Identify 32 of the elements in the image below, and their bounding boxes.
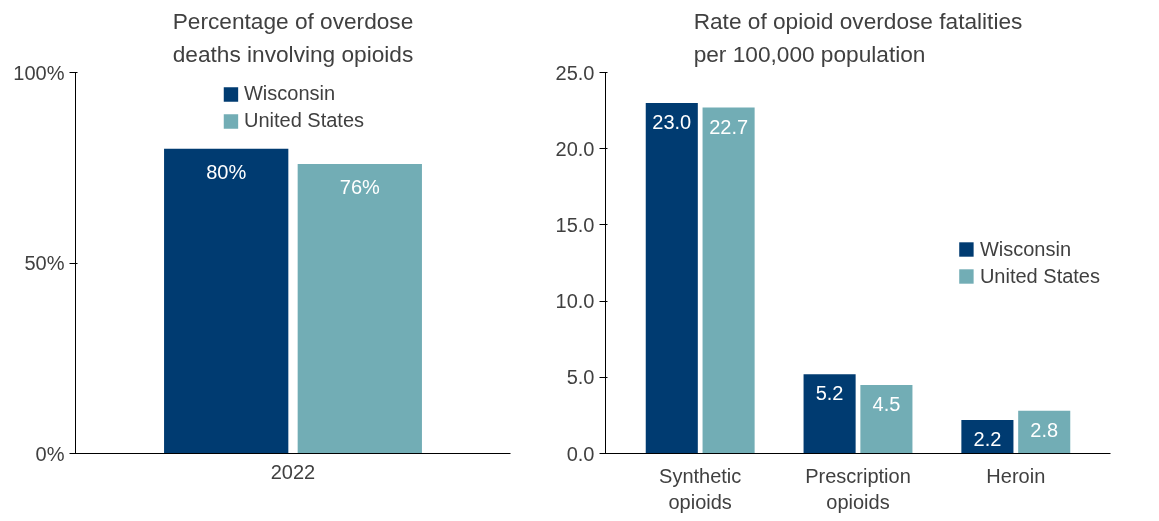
x-tick-label: Heroin: [986, 464, 1046, 487]
chart-title: Rate of opioid overdose fatalities per 100,000 population: [693, 7, 1023, 68]
y-tick-label: 15.0: [555, 213, 595, 236]
data-label: 76%: [339, 175, 381, 198]
x-tick-label: Prescription opioids: [805, 464, 911, 513]
x-tick-label: 2022: [270, 460, 316, 483]
chart-title: Percentage of overdose deaths involving opioids: [172, 7, 414, 68]
bar: [645, 102, 698, 454]
y-tick-label: 20.0: [555, 137, 595, 160]
bar: [1018, 410, 1071, 454]
data-label: 80%: [206, 160, 247, 183]
y-tick-label: 0%: [35, 442, 65, 465]
y-tick-label: 100%: [13, 61, 65, 84]
data-label: 5.2: [815, 382, 844, 405]
legend-label: Wisconsin: [979, 237, 1072, 261]
y-tick-label: 50%: [24, 252, 65, 274]
data-label: 23.0: [652, 110, 692, 133]
y-tick-label: 25.0: [555, 61, 595, 84]
bar: [803, 374, 856, 454]
legend-label: United States: [979, 264, 1100, 288]
y-tick-label: 0.0: [566, 442, 595, 465]
x-tick-label: Synthetic opioids: [659, 464, 742, 513]
legend-label: Wisconsin: [243, 82, 336, 105]
bar: [860, 384, 913, 454]
data-label: 2.2: [973, 427, 1002, 450]
bar: [702, 107, 755, 454]
y-tick-label: 10.0: [555, 290, 595, 313]
data-label: 22.7: [709, 115, 749, 138]
data-label: 4.5: [872, 392, 901, 415]
data-label: 2.8: [1030, 418, 1059, 441]
y-tick-label: 5.0: [566, 366, 595, 389]
legend-label: United States: [243, 109, 365, 132]
